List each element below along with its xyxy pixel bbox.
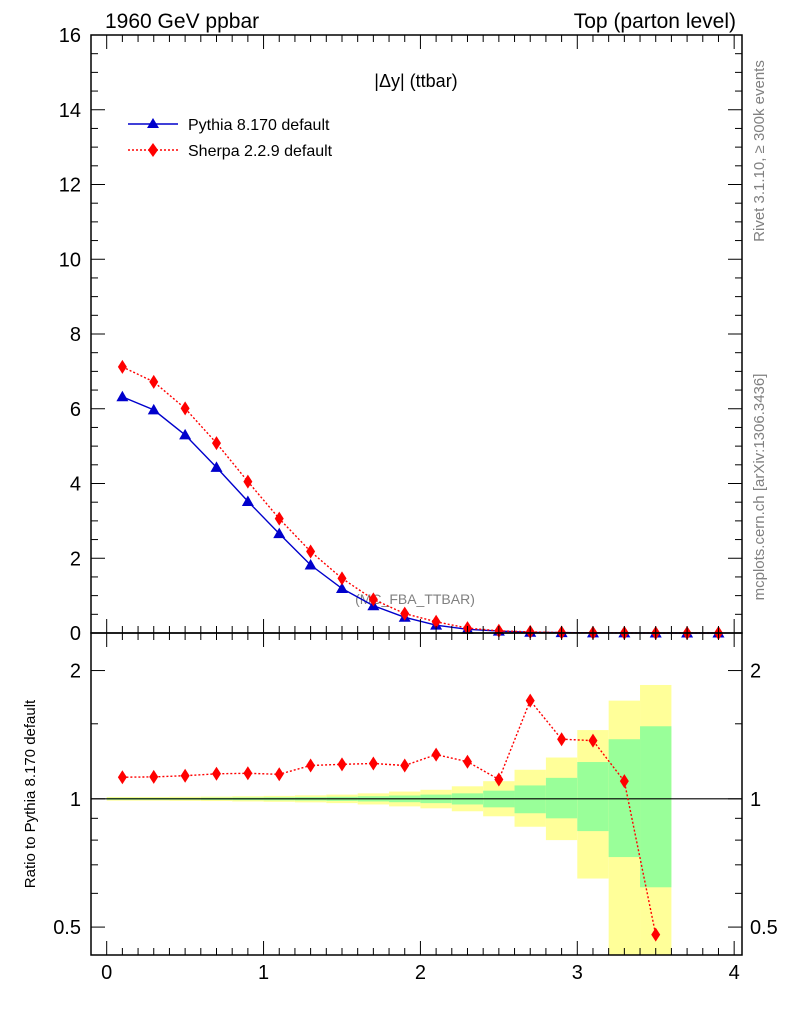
point-sherpa [337,571,347,586]
point-sherpa [180,401,190,416]
ratio-series-layer [117,693,661,942]
ratio-xtick-label: 1 [258,962,269,984]
ratio-ylabel: Ratio to Pythia 8.170 default [22,699,39,888]
ratio-xtick-label: 2 [415,962,426,984]
point-sherpa [149,374,159,389]
main-ytick-label: 10 [59,249,81,271]
point-pythia [179,428,192,440]
point-pythia [147,403,160,415]
band-inner [640,726,672,888]
ratio-point-sherpa [149,769,159,784]
rivet-label: Rivet 3.1.10, ≥ 300k events [751,60,768,242]
header-left: 1960 GeV ppbar [105,10,259,33]
ratio-xticks: 0 1 2 3 4 [101,633,740,984]
point-pythia [335,582,348,594]
main-ytick-label: 6 [70,399,81,421]
point-pythia [241,495,254,506]
point-sherpa [117,359,127,374]
ratio-frame [90,632,743,956]
ratio-point-sherpa [368,756,378,771]
ratio-point-sherpa [337,757,347,772]
ratio-xtick-label: 0 [101,962,112,984]
ratio-point-sherpa [557,732,567,747]
ratio-line-sherpa [122,699,657,935]
ratio-xtick-label: 4 [729,962,740,984]
ratio-ytick-label-right: 0.5 [750,917,778,939]
point-sherpa [243,474,253,489]
point-sherpa [211,436,221,451]
band-inner [545,777,578,819]
point-pythia [210,461,223,472]
main-ytick-label: 0 [70,623,81,645]
legend-marker-sherpa [148,143,158,157]
watermark: (MC_FBA_TTBAR) [355,591,475,607]
legend-label-sherpa: Sherpa 2.2.9 default [188,143,333,160]
main-xticks [106,35,735,633]
legend-marker-pythia [147,118,159,128]
band-inner [608,739,641,858]
ratio-ytick-label: 2 [70,661,81,683]
main-panel: (MC_FBA_TTBAR) 0 2 4 6 8 10 12 14 16 |Δy| (ttbar… [59,25,743,645]
ratio-point-sherpa [117,770,127,785]
ratio-point-sherpa [211,766,221,781]
ratio-point-sherpa [180,768,190,783]
ratio-point-sherpa [651,927,661,942]
main-ytick-label: 4 [70,474,81,496]
point-sherpa [306,544,316,559]
main-yticks: 0 2 4 6 8 10 12 14 16 [59,25,742,645]
ratio-point-sherpa [243,766,253,781]
legend-label-pythia: Pythia 8.170 default [188,117,330,134]
ratio-point-sherpa [494,772,504,787]
ratio-ytick-label-right: 2 [750,661,761,683]
ratio-bands-layer [106,684,672,955]
legend-item-sherpa: Sherpa 2.2.9 default [128,143,333,160]
ratio-point-sherpa [619,774,629,789]
point-pythia [116,390,129,402]
main-ytick-label: 2 [70,548,81,570]
point-sherpa [274,511,284,526]
ratio-ytick-label-right: 1 [750,789,761,811]
ratio-yticks: 0.5 0.5 1 1 2 2 [53,661,778,940]
point-pythia [304,558,317,570]
ratio-xtick-label: 3 [572,962,583,984]
ratio-point-sherpa [431,747,441,762]
header-right: Top (parton level) [574,10,736,33]
legend-item-pythia: Pythia 8.170 default [128,117,330,134]
ratio-panel: 0.5 0.5 1 1 2 2 0 1 2 3 4 Ratio to Pythia 8.170 d… [22,632,778,984]
ratio-ytick-label: 0.5 [53,917,81,939]
legend: Pythia 8.170 default Sherpa 2.2.9 defaul… [128,117,333,160]
band-inner [577,762,609,832]
ratio-point-sherpa [306,758,316,773]
main-ytick-label: 12 [59,175,81,197]
ratio-point-sherpa [525,693,535,708]
main-ytick-label: 14 [59,100,81,122]
ratio-point-sherpa [400,758,410,773]
point-sherpa [368,592,378,607]
ratio-point-sherpa [462,754,472,769]
ratio-point-sherpa [274,767,284,782]
main-ytick-label: 16 [59,25,81,47]
point-sherpa [400,606,410,621]
point-sherpa [431,614,441,629]
point-pythia [273,527,286,539]
ratio-ytick-label: 1 [70,789,81,811]
main-ytick-label: 8 [70,324,81,346]
main-title: |Δy| (ttbar) [374,71,457,91]
ratio-point-sherpa [588,733,598,748]
mcplots-label: mcplots.cern.ch [arXiv:1306.3436] [751,374,768,601]
